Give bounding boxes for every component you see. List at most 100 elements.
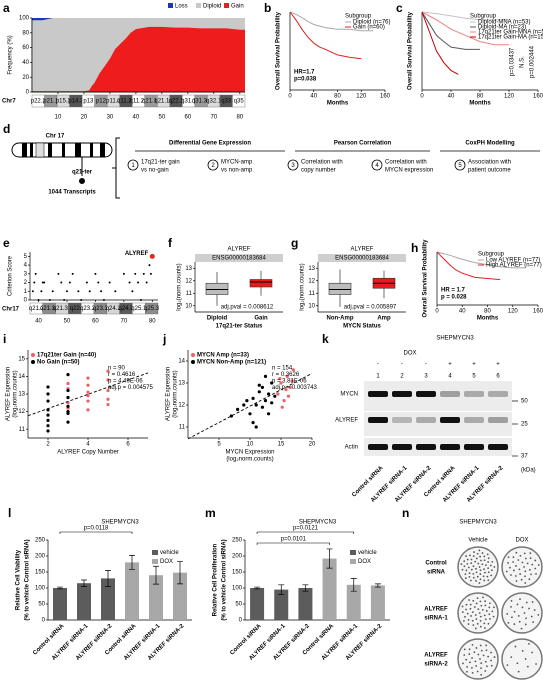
- panel-label: d: [3, 122, 10, 136]
- gene-point: [128, 281, 131, 284]
- colony: [512, 556, 515, 559]
- x-tick-label: 80: [484, 309, 491, 315]
- colony: [487, 571, 490, 574]
- legend-dot: [191, 360, 195, 364]
- colony: [532, 621, 535, 624]
- colony: [513, 623, 516, 626]
- band-label: q25.3: [144, 306, 160, 312]
- blot-band: [368, 444, 388, 450]
- error-bar: [326, 548, 333, 569]
- colony: [463, 654, 466, 656]
- label: (log₂norm.counts): [13, 370, 19, 417]
- chromosome-band: [232, 94, 246, 108]
- box: [205, 282, 229, 295]
- point: [248, 412, 252, 416]
- x-tick-label: Diploid: [207, 316, 228, 322]
- colony: [488, 613, 491, 616]
- x-tick-label: 160: [533, 94, 543, 100]
- y-tick-label: 40: [22, 60, 29, 66]
- legend-label: 17q21ter Gain (n=40): [37, 353, 96, 359]
- label: Subgroup: [345, 14, 372, 20]
- band-label: q21.33: [53, 306, 72, 312]
- panel-label: g: [291, 236, 298, 250]
- label: SHEPMYCN3: [299, 520, 337, 526]
- band-label: q11.23: [130, 99, 149, 105]
- panel-label: b: [264, 1, 271, 15]
- survival-curve: [421, 11, 509, 46]
- colony: [482, 596, 484, 599]
- step-number: 4: [375, 163, 379, 169]
- colony: [487, 579, 490, 582]
- colony: [483, 579, 486, 582]
- y-tick-label: 0: [42, 618, 46, 624]
- colony: [476, 622, 479, 625]
- blot-band: [464, 417, 484, 423]
- colony: [515, 551, 518, 554]
- colony: [528, 607, 530, 610]
- colony: [487, 557, 490, 560]
- colony: [480, 667, 482, 670]
- blot-band: [368, 391, 388, 397]
- point: [106, 378, 110, 382]
- annotation: HR = 1.7: [441, 288, 466, 294]
- gene-point: [97, 281, 100, 284]
- gene-point: [34, 272, 37, 275]
- colony: [461, 611, 464, 614]
- colony: [484, 618, 487, 621]
- label: 1044 Transcripts: [48, 190, 96, 196]
- colony: [465, 555, 467, 557]
- colony: [480, 559, 482, 562]
- colony: [471, 671, 474, 674]
- y-tick-label: 0: [239, 618, 243, 624]
- colony: [478, 566, 481, 568]
- label: (% to vehicle Control siRNA): [222, 539, 228, 620]
- step-header: Differential Gene Expression: [169, 141, 251, 147]
- x-tick-label: 50: [64, 319, 71, 325]
- chromosome-band: [48, 143, 52, 157]
- step-number: 2: [211, 163, 215, 169]
- colony: [484, 600, 486, 603]
- band-label: q23.3: [93, 306, 109, 312]
- colony: [468, 599, 470, 601]
- plate: [501, 638, 543, 680]
- panel-label: c: [396, 1, 403, 15]
- gene-point: [63, 299, 66, 301]
- colony: [471, 611, 474, 614]
- x-tick-label: 0: [288, 94, 292, 100]
- colony: [479, 620, 482, 622]
- x-tick-label: 0: [435, 309, 439, 315]
- p-value: p=0.0121: [293, 526, 319, 532]
- dox-sign: -: [377, 362, 379, 368]
- label: (% to vehicle Control siRNA): [25, 539, 31, 620]
- x-tick-label: 40: [459, 309, 466, 315]
- x-tick-label: Gain: [254, 316, 268, 322]
- band-label: q33: [221, 99, 232, 105]
- colony: [472, 573, 475, 575]
- colony: [483, 627, 486, 629]
- colony: [464, 615, 466, 618]
- colony: [524, 623, 527, 626]
- y-tick-label: 50: [235, 602, 242, 608]
- colony: [487, 622, 490, 625]
- step-number: 3: [291, 163, 295, 169]
- panel-label: f: [168, 236, 173, 250]
- y-tick-label: 14: [178, 359, 185, 365]
- step-circle: [207, 159, 219, 171]
- colony: [484, 564, 487, 567]
- colony: [527, 642, 530, 645]
- colony: [472, 565, 475, 568]
- point: [106, 397, 110, 401]
- row-label: siRNA-2: [424, 662, 448, 668]
- x-tick-label: 40: [133, 115, 140, 121]
- colony: [515, 565, 517, 567]
- colony: [487, 561, 490, 563]
- colony: [471, 657, 473, 659]
- colony: [470, 568, 473, 571]
- colony: [473, 651, 476, 654]
- panel-label: a: [3, 1, 10, 15]
- step-text: Association with: [468, 160, 511, 166]
- legend-swatch: [152, 550, 158, 555]
- label: Relative Cell Viability: [16, 549, 22, 610]
- colony: [472, 555, 475, 557]
